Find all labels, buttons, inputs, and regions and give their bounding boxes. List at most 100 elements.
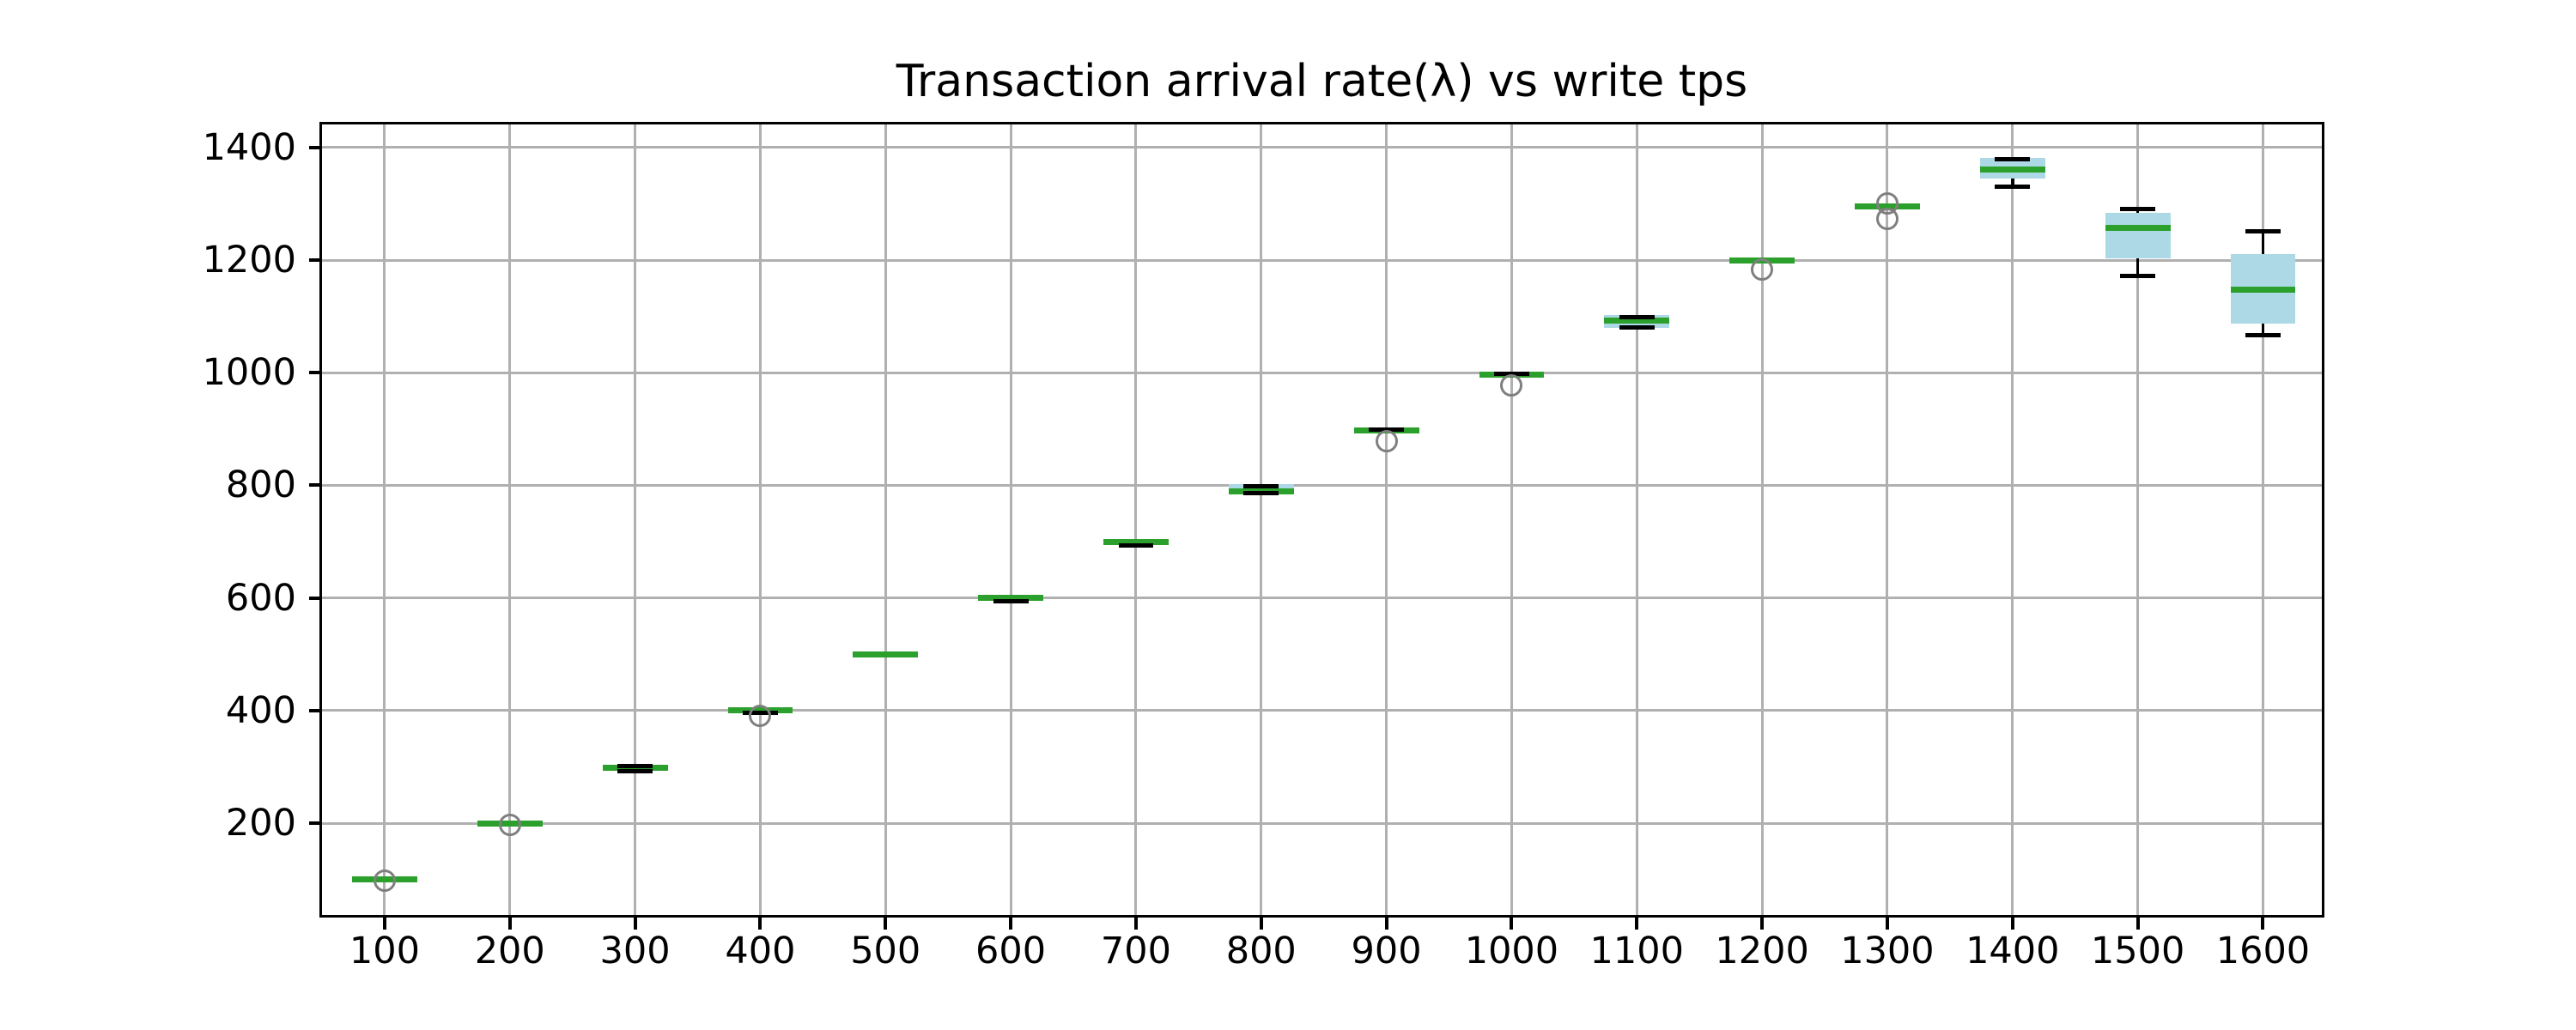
flier-icon [1751, 258, 1774, 281]
whisker-cap [1995, 157, 2031, 162]
x-gridline [1760, 124, 1764, 915]
flier-icon [498, 814, 521, 837]
x-tick-label: 1000 [1464, 930, 1559, 972]
plot-area [322, 124, 2322, 915]
whisker [2261, 231, 2265, 254]
whisker-cap [2245, 228, 2281, 233]
x-tick [1259, 918, 1263, 930]
whisker-cap [2245, 332, 2281, 337]
x-tick-label: 600 [975, 930, 1047, 972]
x-gridline [508, 124, 512, 915]
y-gridline [322, 146, 2322, 149]
x-tick [1760, 918, 1765, 930]
y-gridline [322, 597, 2322, 600]
whisker-cap [617, 768, 653, 773]
whisker-cap [1243, 483, 1279, 488]
whisker-cap [2120, 206, 2156, 211]
x-tick [1009, 918, 1013, 930]
y-tick [309, 483, 322, 488]
x-gridline [1886, 124, 1889, 915]
whisker-cap [1243, 491, 1279, 496]
x-tick-label: 1100 [1589, 930, 1684, 972]
whisker [2136, 258, 2140, 276]
y-tick-label: 400 [225, 688, 296, 732]
x-tick-label: 300 [599, 930, 671, 972]
x-gridline [1009, 124, 1012, 915]
flier-icon [1875, 208, 1899, 231]
y-gridline [322, 821, 2322, 825]
flier-icon [749, 705, 772, 728]
x-gridline [383, 124, 386, 915]
whisker-cap [2120, 274, 2156, 279]
y-gridline [322, 258, 2322, 262]
y-gridline [322, 709, 2322, 712]
median-line [978, 595, 1043, 602]
y-tick [309, 258, 322, 263]
x-tick-label: 100 [349, 930, 420, 972]
x-tick [884, 918, 888, 930]
median-line [1228, 488, 1294, 494]
x-gridline [2261, 124, 2264, 915]
y-tick-label: 1000 [202, 351, 296, 395]
box [2105, 212, 2171, 259]
median-line [1103, 538, 1169, 545]
x-gridline [1635, 124, 1638, 915]
x-gridline [884, 124, 887, 915]
whisker-cap [1995, 184, 2031, 189]
x-gridline [634, 124, 637, 915]
x-tick-label: 1300 [1840, 930, 1935, 972]
x-tick [633, 918, 637, 930]
whisker-cap [993, 599, 1029, 604]
whisker-cap [1619, 324, 1655, 330]
flier-icon [373, 869, 396, 892]
y-tick [309, 371, 322, 375]
y-tick [309, 596, 322, 600]
whisker-cap [1619, 314, 1655, 319]
x-tick [382, 918, 386, 930]
median-line [1604, 317, 1670, 324]
x-gridline [2136, 124, 2140, 915]
x-gridline [1260, 124, 1263, 915]
median-line [853, 651, 919, 658]
whisker [2011, 179, 2014, 187]
flier-icon [1375, 429, 1398, 452]
y-tick-label: 800 [225, 464, 296, 507]
x-tick [1885, 918, 1889, 930]
x-tick [2136, 918, 2140, 930]
x-gridline [1385, 124, 1388, 915]
median-line [2105, 225, 2171, 232]
x-tick-label: 1600 [2215, 930, 2311, 972]
whisker-cap [1118, 542, 1154, 548]
x-tick [1384, 918, 1388, 930]
x-gridline [1134, 124, 1138, 915]
x-tick-label: 400 [725, 930, 796, 972]
x-tick [1635, 918, 1639, 930]
y-tick-label: 200 [225, 802, 296, 845]
y-tick [309, 145, 322, 149]
y-tick-label: 1400 [202, 125, 296, 169]
flier-icon [1500, 373, 1523, 397]
chart-title: Transaction arrival rate(λ) vs write tps [896, 56, 1748, 107]
y-tick [309, 708, 322, 712]
x-gridline [1510, 124, 1513, 915]
x-tick-label: 500 [850, 930, 921, 972]
x-tick [2261, 918, 2265, 930]
y-tick [309, 821, 322, 826]
x-tick-label: 1200 [1715, 930, 1809, 972]
x-tick [758, 918, 762, 930]
whisker-cap [617, 763, 653, 768]
x-gridline [2011, 124, 2014, 915]
x-tick [507, 918, 512, 930]
median-line [1979, 167, 2045, 173]
x-tick-label: 900 [1351, 930, 1422, 972]
y-gridline [322, 371, 2322, 374]
x-gridline [758, 124, 762, 915]
y-tick-label: 1200 [202, 239, 296, 282]
y-gridline [322, 483, 2322, 487]
x-tick-label: 200 [474, 930, 545, 972]
x-tick [1510, 918, 1514, 930]
x-tick [1133, 918, 1138, 930]
x-tick-label: 800 [1225, 930, 1297, 972]
x-tick-label: 1500 [2090, 930, 2185, 972]
